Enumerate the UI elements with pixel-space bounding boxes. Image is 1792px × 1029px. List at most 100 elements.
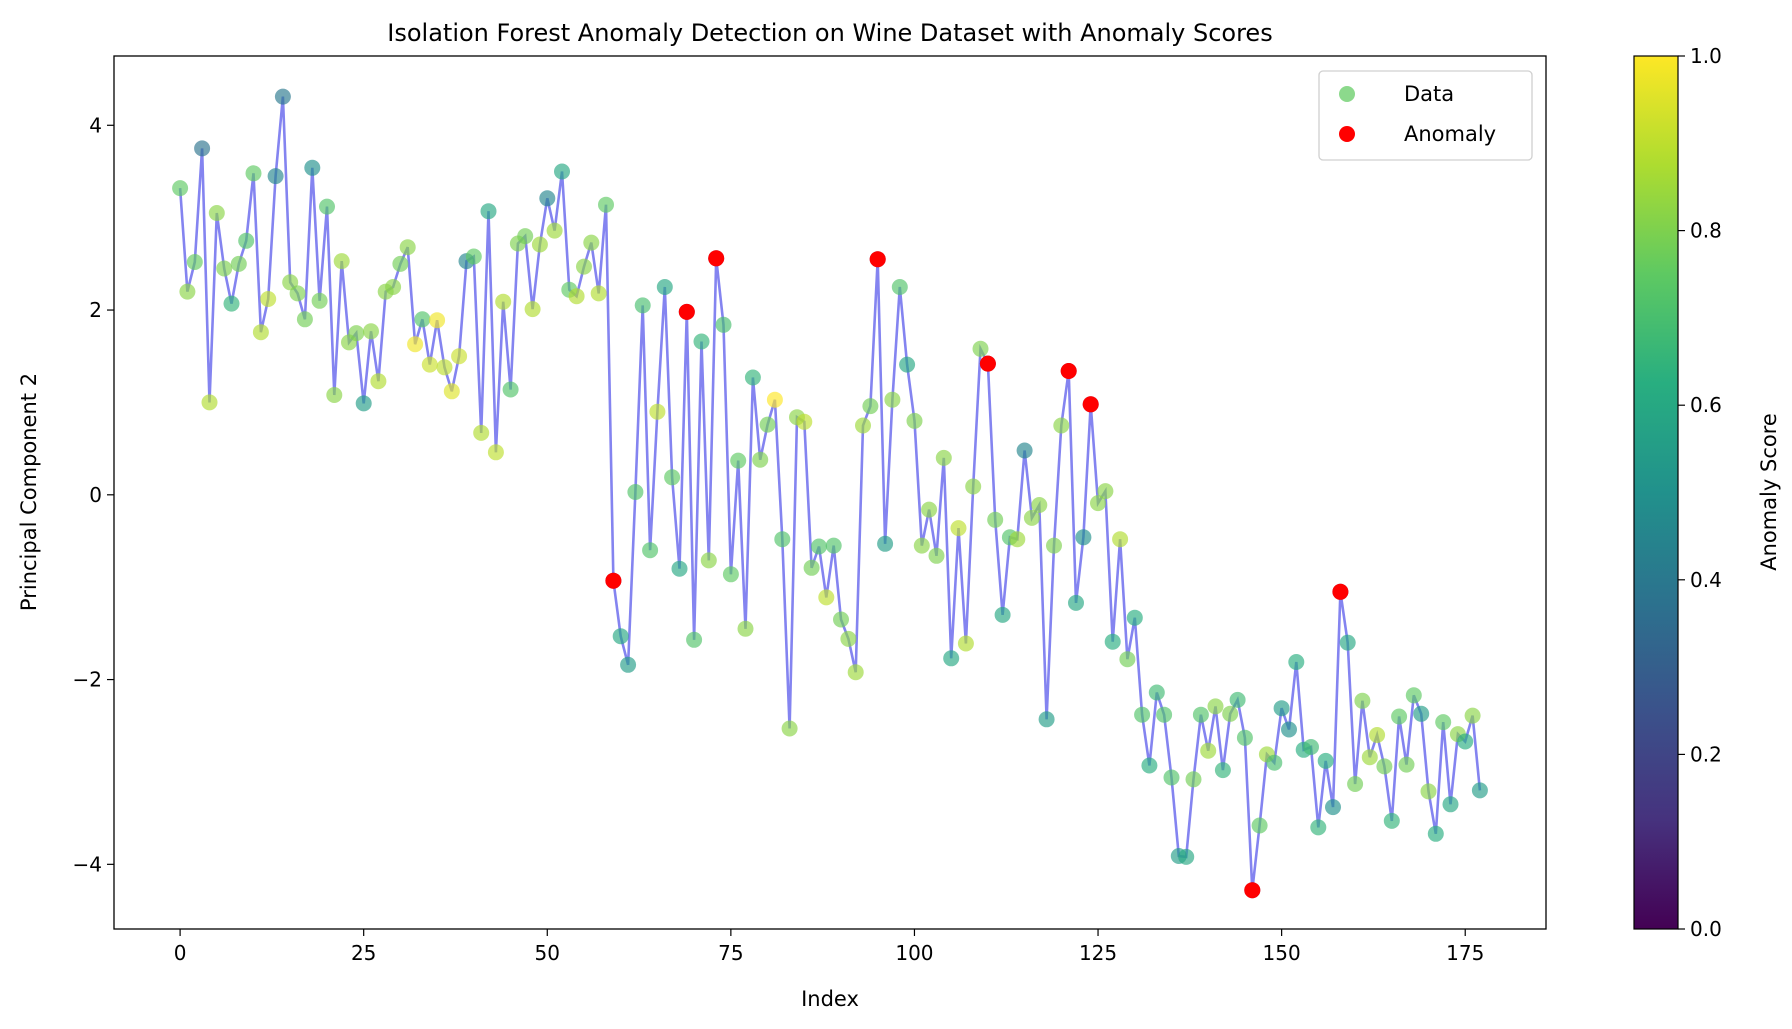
data-point xyxy=(1413,705,1430,722)
legend: Data Anomaly xyxy=(1318,70,1533,161)
data-point xyxy=(906,412,923,429)
data-point xyxy=(1222,705,1239,722)
data-point xyxy=(598,196,614,213)
data-point xyxy=(1361,749,1378,766)
data-point xyxy=(319,198,335,215)
data-point xyxy=(656,279,673,295)
data-point xyxy=(531,236,548,253)
anomaly-point xyxy=(1332,583,1349,600)
legend-data-label: Data xyxy=(1404,82,1454,106)
data-point xyxy=(671,560,688,577)
data-point xyxy=(363,323,379,340)
data-point xyxy=(1317,752,1334,769)
colorbar-label: Anomaly Score xyxy=(1757,413,1781,571)
data-point xyxy=(752,451,769,468)
data-point xyxy=(392,255,409,272)
data-point xyxy=(1148,684,1165,701)
data-point xyxy=(1236,729,1253,746)
data-point xyxy=(884,391,901,408)
y-tick-label: −2 xyxy=(73,668,102,692)
data-point xyxy=(1229,691,1246,708)
data-point xyxy=(1369,727,1386,743)
x-tick-label: 150 xyxy=(1263,941,1301,965)
data-point xyxy=(759,416,776,433)
data-point xyxy=(473,424,490,441)
data-point xyxy=(1347,776,1364,792)
data-point xyxy=(796,413,813,430)
anomaly-point xyxy=(979,355,996,372)
data-point xyxy=(517,228,534,245)
data-point xyxy=(260,291,277,307)
data-point xyxy=(524,301,541,318)
data-point xyxy=(333,253,350,270)
data-point xyxy=(664,469,681,486)
data-point xyxy=(1031,497,1048,513)
colorbar-tick-label: 0.0 xyxy=(1690,917,1722,941)
data-point xyxy=(1016,442,1033,459)
data-point xyxy=(274,88,291,105)
data-point xyxy=(1075,529,1092,546)
data-point xyxy=(311,292,328,309)
legend-anomaly-marker xyxy=(1339,126,1355,142)
data-point xyxy=(899,356,916,373)
data-point xyxy=(326,387,343,403)
anomaly-point xyxy=(1060,363,1077,379)
anomaly-point xyxy=(1082,396,1099,413)
data-point xyxy=(1398,756,1415,773)
data-point xyxy=(877,535,894,552)
data-point xyxy=(1119,651,1136,668)
data-point xyxy=(700,552,717,569)
data-point xyxy=(436,359,453,376)
data-point xyxy=(451,348,468,365)
data-point xyxy=(238,232,255,249)
x-tick-label: 0 xyxy=(174,941,187,965)
data-point xyxy=(1442,796,1459,813)
data-point xyxy=(928,547,945,564)
data-point xyxy=(1427,825,1444,842)
data-point xyxy=(965,478,982,495)
data-point xyxy=(546,222,563,239)
colorbar-tick-label: 0.2 xyxy=(1690,742,1722,766)
data-point xyxy=(1391,708,1408,725)
data-point xyxy=(429,312,446,329)
data-point xyxy=(480,203,497,220)
data-point xyxy=(1009,531,1026,548)
data-point xyxy=(568,288,585,305)
data-point xyxy=(1046,537,1062,554)
data-point xyxy=(289,285,306,302)
data-point xyxy=(921,501,938,518)
data-point xyxy=(1435,714,1452,731)
x-axis: 0 25 50 75 100 125 150 175 xyxy=(174,929,1484,965)
data-point xyxy=(1405,687,1422,704)
data-point xyxy=(252,324,269,341)
x-tick-label: 75 xyxy=(718,941,743,965)
data-point xyxy=(1126,609,1143,626)
x-tick-label: 50 xyxy=(535,941,560,965)
data-point xyxy=(1023,509,1040,526)
data-point xyxy=(1163,769,1180,786)
data-point xyxy=(1090,495,1106,512)
colorbar: 0.0 0.2 0.4 0.6 0.8 1.0 Anomaly Score xyxy=(1633,44,1781,941)
data-point xyxy=(1251,817,1268,834)
data-point xyxy=(421,356,438,373)
legend-box xyxy=(1318,70,1533,161)
data-point xyxy=(487,444,504,461)
data-point xyxy=(1281,721,1297,738)
data-point xyxy=(194,140,211,157)
data-point xyxy=(833,611,849,628)
data-point xyxy=(223,295,240,312)
data-point xyxy=(1207,698,1224,715)
data-point xyxy=(1325,799,1341,816)
data-point xyxy=(913,537,930,554)
data-point xyxy=(994,606,1011,623)
data-point xyxy=(1038,711,1055,728)
data-point xyxy=(840,630,857,647)
data-point xyxy=(1200,742,1217,759)
data-point xyxy=(891,279,908,295)
data-point xyxy=(1339,634,1356,651)
data-point xyxy=(465,248,482,265)
legend-data-marker xyxy=(1339,86,1355,102)
data-point xyxy=(987,511,1004,528)
data-point xyxy=(1464,707,1481,724)
